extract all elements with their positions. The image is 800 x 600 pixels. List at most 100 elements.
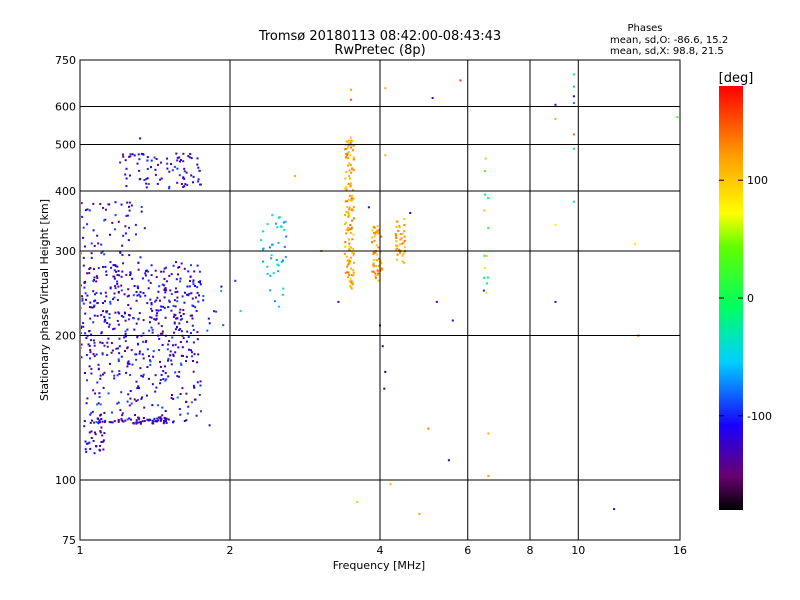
data-point (158, 349, 161, 352)
data-point (110, 342, 113, 344)
data-point (154, 390, 157, 393)
data-point (190, 174, 193, 177)
data-point (138, 418, 141, 421)
data-point (86, 442, 89, 445)
data-point (348, 194, 351, 197)
data-point (347, 276, 349, 279)
data-point (182, 160, 185, 163)
data-point (158, 285, 161, 288)
data-point (350, 88, 353, 91)
data-point (260, 239, 263, 242)
data-point (126, 328, 129, 331)
data-point (142, 375, 144, 378)
data-point (188, 348, 190, 351)
data-point (99, 403, 102, 406)
data-point (81, 355, 82, 358)
data-point (114, 285, 117, 288)
data-point (135, 233, 137, 236)
data-point (189, 280, 191, 282)
data-point (160, 177, 163, 180)
data-point (140, 397, 143, 400)
data-point (403, 235, 406, 238)
data-point (106, 322, 109, 324)
data-point (348, 214, 351, 217)
data-point (167, 357, 170, 360)
data-point (115, 270, 117, 273)
data-point (194, 296, 197, 299)
data-point (99, 431, 102, 434)
data-point (128, 362, 131, 365)
data-point (140, 374, 143, 377)
data-point (150, 166, 152, 169)
data-point (139, 256, 142, 259)
data-point (157, 404, 159, 407)
data-point (94, 293, 96, 296)
data-point (100, 413, 102, 416)
data-point (117, 285, 120, 288)
data-point (168, 354, 171, 357)
data-point (398, 226, 401, 229)
data-point (156, 417, 159, 420)
data-point (347, 164, 349, 167)
data-point (127, 288, 130, 291)
data-point (117, 401, 120, 404)
data-point (191, 324, 194, 327)
data-point (137, 261, 140, 264)
data-point (459, 79, 462, 82)
data-point (90, 430, 93, 433)
y-tick-label: 100 (55, 474, 76, 487)
data-point (93, 305, 96, 308)
data-point (124, 232, 127, 235)
data-point (275, 259, 278, 261)
data-point (180, 354, 183, 357)
data-point (170, 397, 173, 400)
data-point (93, 279, 95, 281)
data-point (89, 413, 92, 416)
data-point (271, 214, 274, 217)
data-point (164, 316, 167, 319)
data-point (149, 281, 152, 284)
data-point (377, 279, 380, 282)
data-point (400, 237, 403, 240)
data-point (173, 331, 175, 334)
data-point (155, 309, 158, 312)
data-point (171, 169, 174, 172)
data-point (179, 308, 182, 311)
data-point (124, 159, 127, 162)
data-point (119, 251, 122, 254)
data-point (187, 294, 190, 297)
data-point (132, 422, 135, 424)
data-point (133, 154, 136, 157)
data-point (151, 422, 154, 425)
data-point (402, 253, 405, 256)
data-point (183, 420, 186, 422)
data-point (487, 227, 490, 230)
data-point (141, 277, 144, 280)
data-point (117, 270, 120, 272)
data-point (183, 301, 186, 304)
data-point (140, 421, 142, 423)
x-tick-label: 4 (377, 544, 384, 557)
data-point (128, 155, 131, 158)
data-point (85, 402, 88, 405)
data-point (178, 408, 181, 410)
data-point (93, 314, 96, 317)
data-point (143, 227, 146, 230)
x-tick-labels: 1 2 4 6 8 10 16 (77, 544, 688, 557)
data-point (150, 326, 153, 329)
data-point (395, 235, 397, 238)
data-point (100, 331, 103, 334)
data-point (170, 359, 173, 362)
data-point (380, 262, 383, 265)
data-point (187, 336, 190, 338)
data-point (118, 345, 121, 348)
data-point (186, 412, 189, 415)
data-point (118, 312, 121, 315)
data-point (346, 140, 349, 143)
data-point (395, 220, 398, 223)
data-point (451, 319, 454, 322)
data-point (119, 409, 122, 412)
data-point (196, 338, 199, 341)
data-point (271, 243, 274, 246)
data-point (350, 146, 353, 149)
